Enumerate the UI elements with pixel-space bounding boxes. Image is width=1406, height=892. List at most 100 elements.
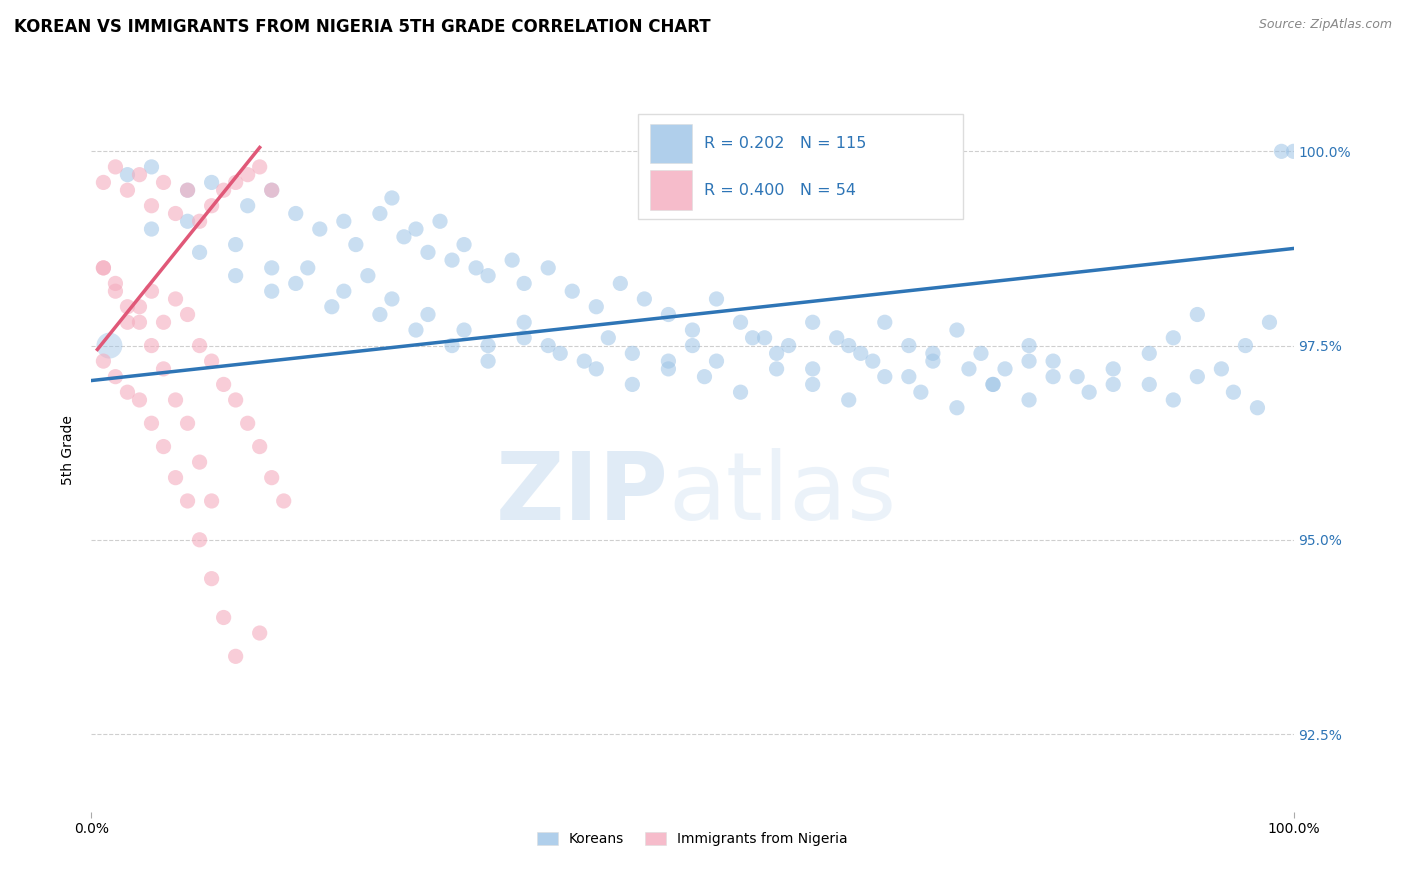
Point [1102,362,1125,376]
Point [501,253,523,268]
Point [308,222,330,236]
Point [741,331,763,345]
Point [225,392,247,407]
Point [561,284,583,298]
Point [416,245,439,260]
FancyBboxPatch shape [651,170,692,211]
Point [141,199,163,213]
Point [801,377,824,392]
Point [754,331,776,345]
Point [165,392,187,407]
Point [513,277,536,291]
Point [1161,392,1184,407]
FancyBboxPatch shape [638,114,963,219]
Point [801,362,824,376]
Point [922,346,945,360]
Point [152,176,174,190]
Point [117,168,139,182]
Point [200,199,222,213]
Point [513,315,536,329]
Point [93,260,115,275]
Point [141,222,163,236]
Point [1137,377,1160,392]
Point [657,362,679,376]
Text: KOREAN VS IMMIGRANTS FROM NIGERIA 5TH GRADE CORRELATION CHART: KOREAN VS IMMIGRANTS FROM NIGERIA 5TH GR… [14,18,710,36]
FancyBboxPatch shape [651,123,692,163]
Point [165,292,187,306]
Point [104,369,127,384]
Point [273,494,295,508]
Point [1102,377,1125,392]
Point [260,284,283,298]
Point [778,338,800,352]
Point [548,346,571,360]
Point [537,338,560,352]
Point [1211,362,1233,376]
Point [321,300,343,314]
Point [98,338,121,352]
Point [946,323,969,337]
Point [236,168,259,182]
Point [188,533,211,547]
Point [513,331,536,345]
Point [1282,145,1305,159]
Point [93,176,115,190]
Point [236,417,259,431]
Text: Source: ZipAtlas.com: Source: ZipAtlas.com [1258,18,1392,31]
Point [93,260,115,275]
Point [585,362,607,376]
Point [176,183,198,197]
Point [681,323,703,337]
Point [730,385,752,400]
Text: R = 0.400   N = 54: R = 0.400 N = 54 [704,183,856,198]
Point [176,214,198,228]
Point [477,354,499,368]
Point [104,277,127,291]
Point [152,440,174,454]
Point [176,183,198,197]
Point [117,300,139,314]
Point [873,315,896,329]
Point [225,176,247,190]
Point [225,237,247,252]
Point [453,323,475,337]
Point [165,206,187,220]
Point [1187,308,1209,322]
Point [1042,369,1064,384]
Point [765,346,787,360]
Point [249,626,271,640]
Point [825,331,848,345]
Point [260,260,283,275]
Point [284,277,307,291]
Point [416,308,439,322]
Point [621,377,644,392]
Point [693,369,716,384]
Point [981,377,1004,392]
Point [368,206,391,220]
Point [117,315,139,329]
Point [249,440,271,454]
Point [849,346,872,360]
Point [128,392,150,407]
Point [225,268,247,283]
Point [141,338,163,352]
Point [1018,392,1040,407]
Point [765,362,787,376]
Point [212,183,235,197]
Point [405,222,427,236]
Point [946,401,969,415]
Point [1161,331,1184,345]
Point [477,268,499,283]
Point [970,346,993,360]
Point [1066,369,1088,384]
Point [574,354,596,368]
Point [910,385,932,400]
Point [188,455,211,469]
Point [381,191,404,205]
Point [1078,385,1101,400]
Point [1258,315,1281,329]
Point [1222,385,1244,400]
Point [357,268,380,283]
Point [1137,346,1160,360]
Point [200,354,222,368]
